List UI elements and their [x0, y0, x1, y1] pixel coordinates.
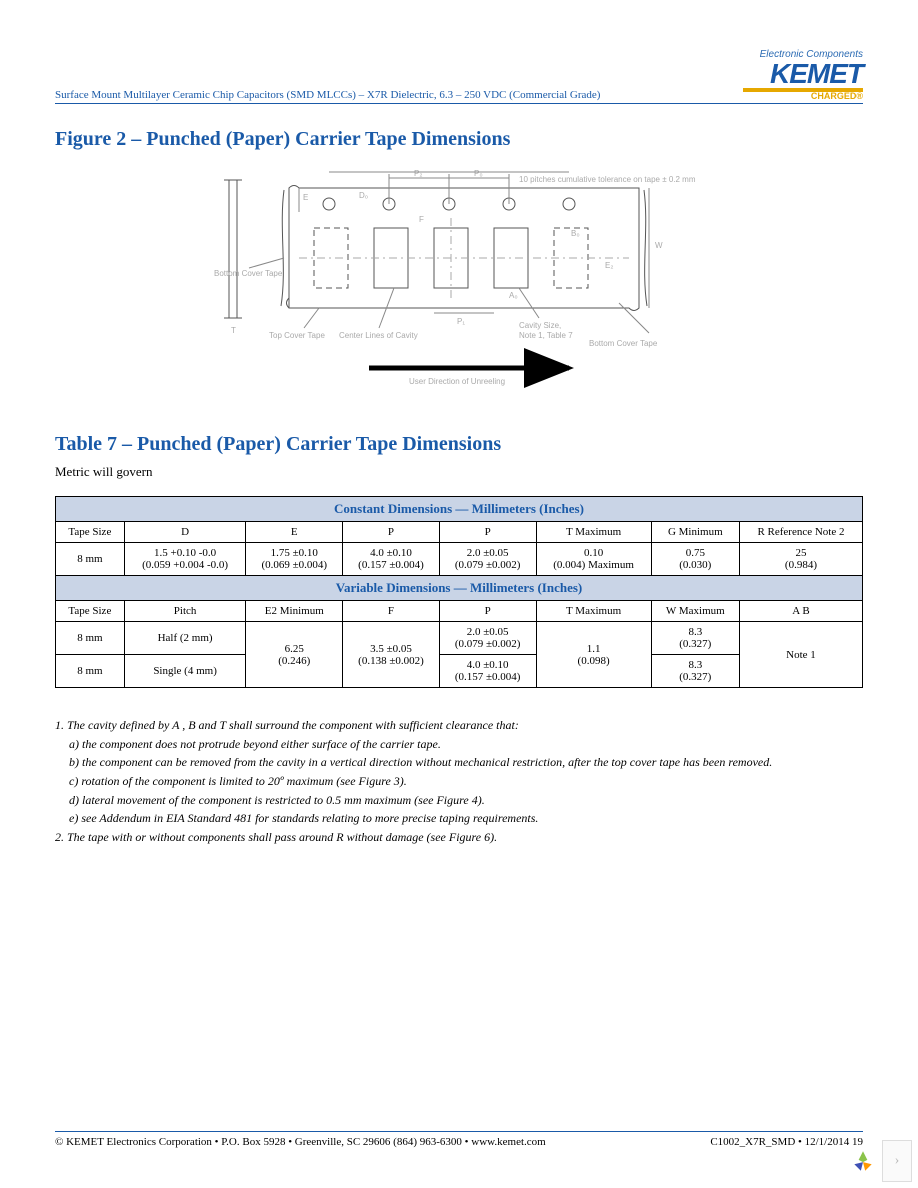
- table-section1-header: Constant Dimensions — Millimeters (Inche…: [56, 497, 863, 522]
- figure-title: Figure 2 – Punched (Paper) Carrier Tape …: [55, 128, 863, 151]
- svg-text:10 pitches cumulative toleranc: 10 pitches cumulative tolerance on tape …: [519, 175, 696, 184]
- svg-text:B₀: B₀: [571, 229, 580, 238]
- footer-left: © KEMET Electronics Corporation • P.O. B…: [55, 1136, 546, 1148]
- note-1a: a) the component does not protrude beyon…: [55, 735, 863, 754]
- svg-text:D₀: D₀: [359, 191, 368, 200]
- table-row: Tape Size D E P P T Maximum G Minimum R …: [56, 522, 863, 543]
- next-page-button[interactable]: ›: [882, 1140, 912, 1182]
- table-row: 8 mm Half (2 mm) 6.25(0.246) 3.5 ±0.05(0…: [56, 622, 863, 655]
- svg-text:W: W: [655, 241, 663, 250]
- table-row: 8 mm 1.5 +0.10 -0.0(0.059 +0.004 -0.0) 1…: [56, 543, 863, 576]
- svg-text:P₁: P₁: [457, 317, 465, 326]
- note-1b: b) the component can be removed from the…: [55, 753, 863, 772]
- logo-charged: CHARGED®: [743, 92, 863, 101]
- note-2: 2. The tape with or without components s…: [55, 828, 863, 847]
- header-title: Surface Mount Multilayer Ceramic Chip Ca…: [55, 89, 600, 101]
- svg-text:T: T: [231, 326, 236, 335]
- note-1e: e) see Addendum in EIA Standard 481 for …: [55, 809, 863, 828]
- svg-text:E₂: E₂: [605, 261, 613, 270]
- svg-text:Bottom Cover Tape: Bottom Cover Tape: [589, 339, 658, 348]
- dimensions-table: Constant Dimensions — Millimeters (Inche…: [55, 496, 863, 688]
- viewer-logo-icon: [850, 1148, 876, 1174]
- carrier-tape-diagram: T P₂ P₀ D₀: [209, 168, 709, 398]
- page-nav: ›: [850, 1140, 912, 1182]
- page-header: Surface Mount Multilayer Ceramic Chip Ca…: [55, 50, 863, 104]
- table-row: Tape Size Pitch E2 Minimum F P T Maximum…: [56, 601, 863, 622]
- page-footer: © KEMET Electronics Corporation • P.O. B…: [55, 1131, 863, 1148]
- metric-note: Metric will govern: [55, 464, 863, 480]
- svg-text:F: F: [419, 215, 424, 224]
- table-section2-header: Variable Dimensions — Millimeters (Inche…: [56, 576, 863, 601]
- brand-logo: Electronic Components KEMET CHARGED®: [743, 50, 863, 101]
- footnotes: 1. The cavity defined by A , B and T sha…: [55, 716, 863, 846]
- logo-text: KEMET: [743, 60, 863, 88]
- footer-right: C1002_X7R_SMD • 12/1/2014 19: [710, 1136, 863, 1148]
- svg-text:Note 1, Table 7: Note 1, Table 7: [519, 331, 573, 340]
- svg-text:Bottom Cover Tape: Bottom Cover Tape: [214, 269, 283, 278]
- svg-text:P₂: P₂: [414, 169, 422, 178]
- note-1c: c) rotation of the component is limited …: [55, 772, 863, 791]
- svg-text:User Direction of Unreeling: User Direction of Unreeling: [409, 377, 505, 386]
- note-1: 1. The cavity defined by A , B and T sha…: [55, 716, 863, 735]
- svg-text:A₀: A₀: [509, 291, 518, 300]
- svg-text:Center Lines of Cavity: Center Lines of Cavity: [339, 331, 418, 340]
- svg-text:E: E: [303, 193, 308, 202]
- chevron-right-icon: ›: [895, 1153, 900, 1169]
- figure-diagram: T P₂ P₀ D₀: [55, 168, 863, 403]
- svg-text:Cavity Size,: Cavity Size,: [519, 321, 561, 330]
- svg-text:P₀: P₀: [474, 169, 483, 178]
- note-1d: d) lateral movement of the component is …: [55, 791, 863, 810]
- table-title: Table 7 – Punched (Paper) Carrier Tape D…: [55, 433, 863, 456]
- svg-text:Top Cover Tape: Top Cover Tape: [269, 331, 325, 340]
